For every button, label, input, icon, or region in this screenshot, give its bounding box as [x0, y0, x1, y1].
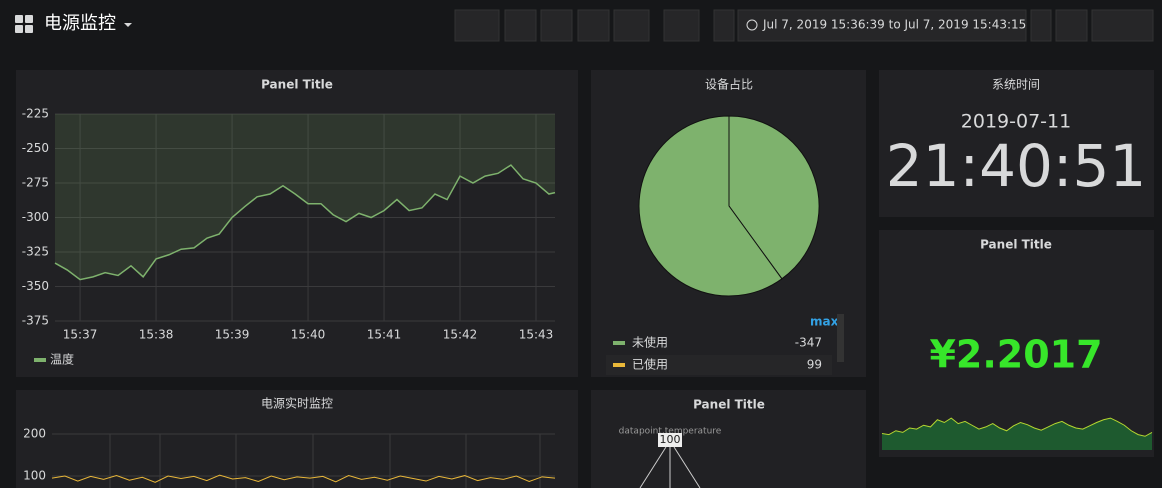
sparkline-area [882, 418, 1152, 450]
y-tick-label: -375 [22, 314, 49, 328]
legend-label: 温度 [50, 352, 74, 367]
panel [16, 70, 578, 377]
panel [591, 390, 866, 488]
legend-value: 99 [807, 358, 822, 372]
series-area [55, 114, 555, 280]
clock-time: 21:40:51 [886, 132, 1147, 200]
legend-row-bg [606, 355, 832, 375]
diagram-node [658, 433, 682, 447]
series-line [51, 474, 556, 483]
time-range[interactable]: Jul 7, 2019 15:36:39 to Jul 7, 2019 15:4… [762, 18, 1026, 32]
x-tick-label: 15:38 [139, 328, 174, 342]
legend-scrollbar [837, 314, 844, 362]
legend-label: 已使用 [632, 357, 668, 372]
legend-swatch [34, 358, 46, 362]
diagram-node-label: 100 [660, 433, 681, 446]
clock-date: 2019-07-11 [961, 111, 1071, 133]
panel-title[interactable]: Panel Title [261, 78, 333, 92]
share-button[interactable] [540, 9, 573, 42]
panel [879, 70, 1154, 217]
y-tick-label: -350 [22, 279, 49, 293]
diagram-label: datapoint.temperature [619, 427, 722, 437]
panel-title[interactable]: Panel Title [980, 238, 1052, 252]
pie-slice [638, 115, 783, 297]
star-button[interactable] [504, 9, 537, 42]
x-tick-label: 15:37 [63, 328, 98, 342]
clock-icon [746, 19, 758, 31]
y-tick-label: 100 [23, 469, 46, 483]
legend-swatch [613, 341, 625, 345]
settings-button[interactable] [613, 9, 650, 42]
panel-title[interactable]: 设备占比 [705, 77, 753, 92]
x-tick-label: 15:42 [443, 328, 478, 342]
x-tick-label: 15:39 [215, 328, 250, 342]
legend-header: max [810, 315, 839, 329]
y-tick-label: -225 [22, 107, 49, 121]
dropdown-caret [124, 23, 132, 27]
legend-label: 未使用 [632, 335, 668, 350]
time-forward-button[interactable] [1030, 9, 1052, 42]
dashboard-title[interactable]: 电源监控 [44, 13, 116, 34]
tv-button[interactable] [663, 9, 700, 42]
add-panel-button[interactable] [454, 9, 500, 42]
panel-title[interactable]: 系统时间 [992, 78, 1040, 92]
x-tick-label: 15:43 [519, 328, 554, 342]
pie-slice [728, 115, 820, 280]
refresh-button[interactable] [1091, 9, 1154, 42]
diagram-edges [639, 446, 701, 488]
zoom-out-button[interactable] [1055, 9, 1088, 42]
x-tick-label: 15:40 [291, 328, 326, 342]
panel-title[interactable]: 电源实时监控 [261, 396, 333, 411]
y-tick-label: -250 [22, 141, 49, 155]
legend-value: -347 [795, 336, 822, 350]
legend-swatch [613, 363, 625, 367]
sparkline-line [881, 417, 1153, 437]
y-tick-label: 200 [23, 427, 46, 441]
time-back-button[interactable] [713, 9, 735, 42]
y-tick-label: -275 [22, 176, 49, 190]
y-tick-label: -325 [22, 245, 49, 259]
series-line [54, 164, 556, 281]
time-picker[interactable] [737, 9, 1027, 42]
panel-title[interactable]: Panel Title [693, 398, 765, 412]
x-tick-label: 15:41 [367, 328, 402, 342]
stat-value: ¥2.2017 [929, 333, 1102, 377]
y-tick-label: -300 [22, 210, 49, 224]
save-button[interactable] [577, 9, 610, 42]
logo [15, 15, 33, 33]
